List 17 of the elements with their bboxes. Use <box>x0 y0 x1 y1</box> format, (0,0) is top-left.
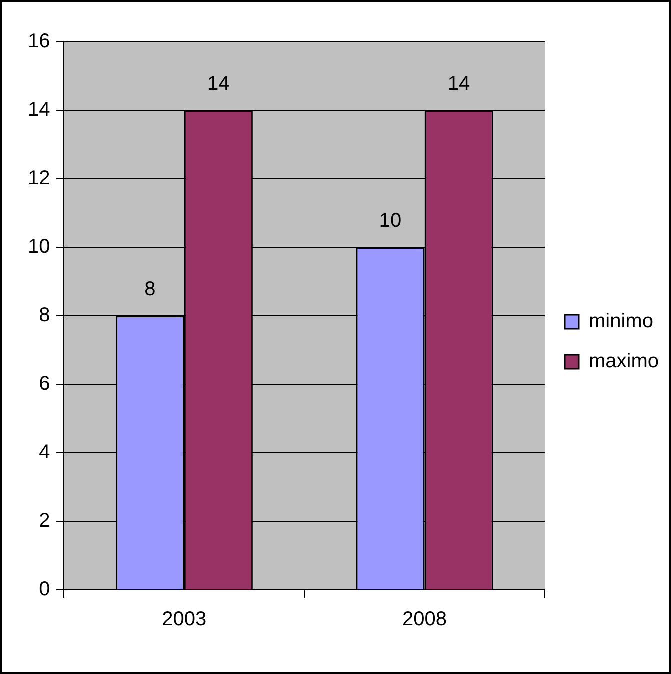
y-tick-label: 0 <box>39 578 50 601</box>
data-label: 8 <box>144 278 156 301</box>
y-tick-label: 10 <box>28 236 50 258</box>
data-label: 10 <box>379 210 402 232</box>
x-tick-label: 2003 <box>162 608 207 631</box>
x-tick-label: 2008 <box>402 608 448 631</box>
data-label: 14 <box>208 73 230 96</box>
y-tick-label: 6 <box>39 373 50 396</box>
legend-label: minimo <box>588 310 654 333</box>
y-tick-label: 4 <box>39 442 50 464</box>
legend-label: maximo <box>588 350 660 373</box>
y-tick-label: 16 <box>28 30 50 53</box>
y-tick-label: 2 <box>39 510 50 532</box>
y-tick-label: 14 <box>28 99 50 122</box>
y-tick-label: 8 <box>39 304 50 327</box>
y-tick-label: 12 <box>28 168 50 190</box>
data-label: 14 <box>448 73 470 96</box>
